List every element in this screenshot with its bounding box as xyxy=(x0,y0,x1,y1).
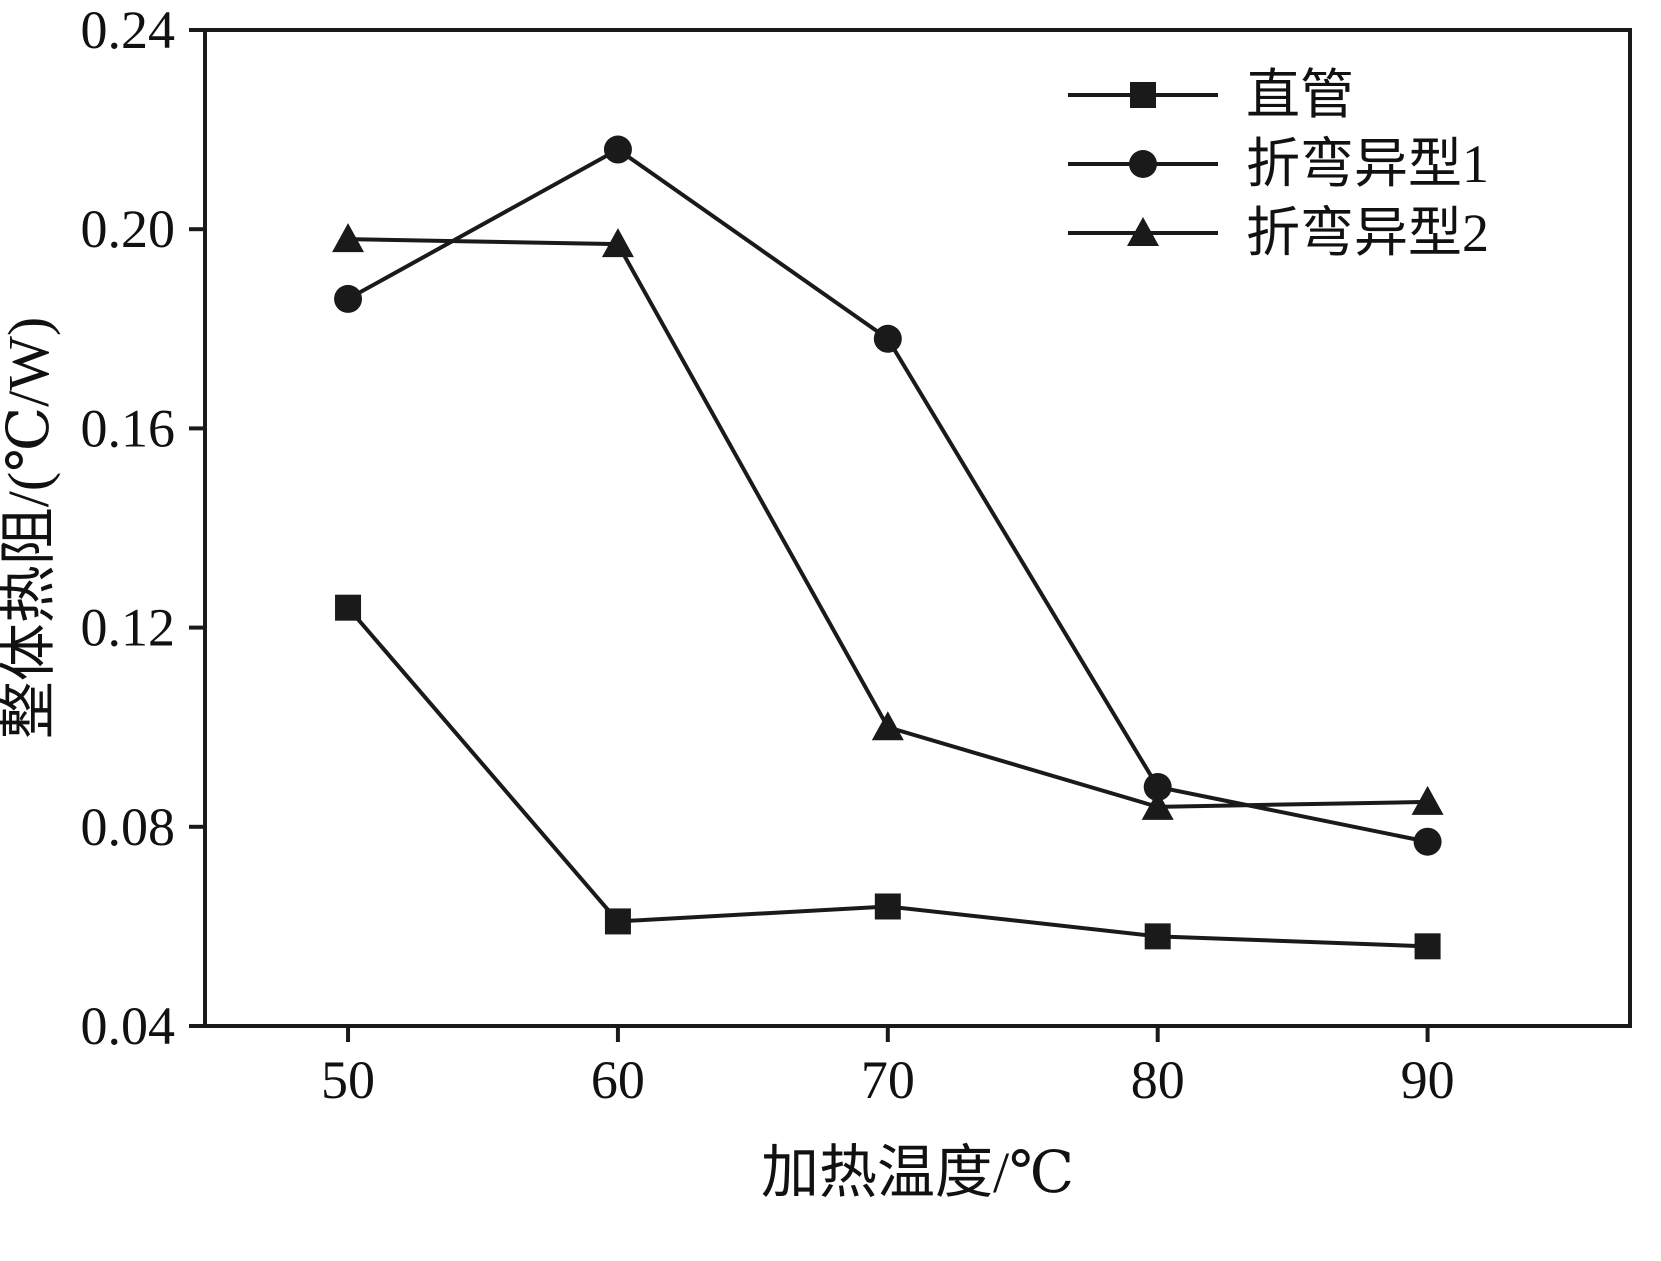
series-3-marker xyxy=(601,228,634,258)
x-tick-label: 60 xyxy=(591,1050,645,1110)
x-axis-label: 加热温度/℃ xyxy=(761,1140,1074,1205)
series-2-marker xyxy=(603,135,632,164)
plot-border xyxy=(203,28,1632,1028)
legend-marker-3 xyxy=(1127,217,1159,246)
series-3-marker xyxy=(332,223,365,253)
series-2-marker xyxy=(873,324,902,353)
y-tick-label: 0.16 xyxy=(81,398,176,458)
legend-label-3: 折弯异型2 xyxy=(1246,203,1489,263)
legend-marker-1 xyxy=(1130,82,1156,108)
y-tick-label: 0.12 xyxy=(81,598,176,658)
series-1-marker xyxy=(604,908,631,935)
series-3-marker xyxy=(1411,785,1444,815)
legend-marker-2 xyxy=(1129,150,1157,178)
legend-label-1: 直管 xyxy=(1246,65,1354,125)
series-1-marker xyxy=(335,594,362,621)
y-tick-label: 0.08 xyxy=(81,797,176,857)
series-3-marker xyxy=(1141,790,1174,820)
y-tick-label: 0.20 xyxy=(81,199,176,259)
y-tick-label: 0.24 xyxy=(81,0,176,60)
series-3-marker xyxy=(871,711,904,741)
series-2-marker xyxy=(334,284,363,313)
x-tick-label: 90 xyxy=(1401,1050,1455,1110)
series-2-marker xyxy=(1143,772,1172,801)
y-tick-label: 0.04 xyxy=(81,996,176,1056)
x-tick-label: 70 xyxy=(861,1050,915,1110)
y-axis-label: 整体热阻/(℃/W) xyxy=(0,317,61,739)
legend-label-2: 折弯异型1 xyxy=(1246,134,1489,194)
series-1-marker xyxy=(1414,933,1441,960)
x-tick-label: 80 xyxy=(1131,1050,1185,1110)
series-1-marker xyxy=(1144,923,1171,950)
x-tick-label: 50 xyxy=(321,1050,375,1110)
series-2-marker xyxy=(1413,827,1442,856)
series-1-marker xyxy=(874,893,901,920)
